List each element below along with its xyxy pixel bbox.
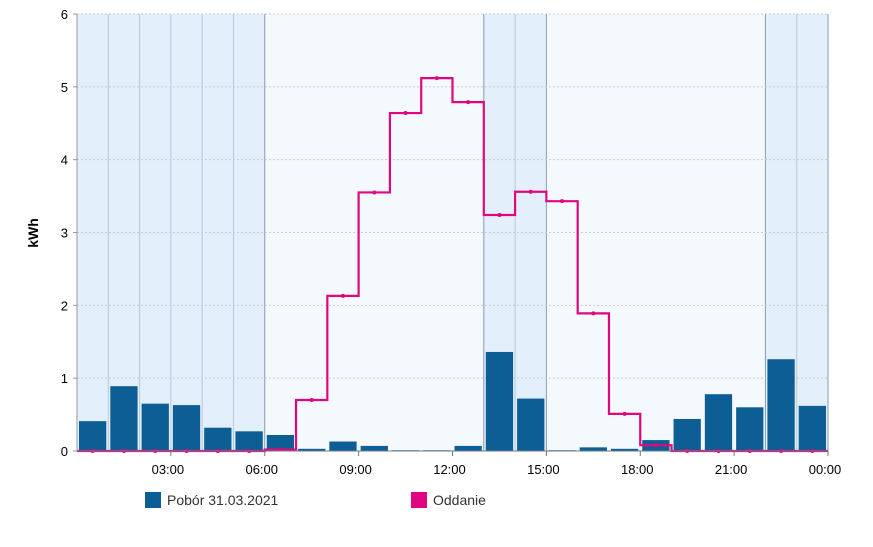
bar-hour-7	[266, 434, 295, 451]
x-tick-label-1800: 18:00	[621, 462, 654, 477]
oddanie-point-hour-12	[434, 76, 439, 81]
grid-lines	[77, 13, 828, 451]
y-tick-label-3: 3	[61, 226, 68, 241]
y-tick-label-6: 6	[61, 7, 68, 22]
bar-hour-21	[704, 394, 733, 451]
bar-hour-18	[610, 448, 639, 451]
oddanie-point-hour-14	[497, 213, 502, 218]
bar-hour-4	[172, 405, 201, 451]
bar-hour-13	[454, 445, 482, 451]
x-tick-label-1200: 12:00	[433, 462, 466, 477]
y-axis-label: kWh	[25, 218, 41, 248]
y-tick-label-0: 0	[61, 444, 68, 459]
legend-swatch-oddanie	[411, 492, 427, 508]
oddanie-point-hour-17	[591, 311, 596, 316]
oddanie-point-hour-19	[653, 443, 658, 448]
y-tick-label-5: 5	[61, 80, 68, 95]
y-tick-label-2: 2	[61, 298, 68, 313]
x-tick-label-0600: 06:00	[245, 462, 278, 477]
oddanie-point-hour-15	[528, 189, 533, 194]
bar-hour-2	[110, 386, 138, 451]
bar-hour-14	[485, 351, 514, 451]
bars-pobor	[79, 351, 826, 452]
bar-hour-8	[298, 448, 326, 451]
oddanie-point-hour-13	[466, 100, 471, 105]
bar-hour-3	[141, 403, 169, 451]
bar-hour-20	[673, 418, 701, 451]
oddanie-point-hour-9	[340, 293, 345, 298]
oddanie-point-hour-16	[560, 199, 565, 204]
bar-hour-15	[517, 398, 545, 451]
oddanie-point-hour-18	[622, 411, 627, 416]
y-tick-label-4: 4	[61, 153, 68, 168]
bar-hour-22	[736, 407, 764, 451]
oddanie-point-hour-8	[309, 398, 314, 403]
legend-item-pobor[interactable]: Pobór 31.03.2021	[145, 488, 278, 512]
oddanie-point-hour-10	[372, 190, 377, 195]
legend-label-oddanie: Oddanie	[433, 492, 486, 508]
x-tick-label-0300: 03:00	[152, 462, 185, 477]
bar-hour-23	[767, 359, 795, 451]
y-tick-labels: 0 1 2 3 4 5 6	[61, 7, 77, 459]
oddanie-point-hour-11	[403, 111, 408, 116]
bar-hour-24	[798, 405, 826, 451]
bar-hour-10	[360, 445, 388, 451]
bar-hour-9	[329, 441, 357, 451]
bar-hour-6	[235, 431, 263, 451]
legend-item-oddanie[interactable]: Oddanie	[411, 488, 486, 512]
x-tick-label-0900: 09:00	[339, 462, 372, 477]
y-tick-label-1: 1	[61, 371, 68, 386]
bar-hour-1	[79, 421, 107, 451]
bar-hour-5	[204, 427, 232, 451]
x-tick-label-2100: 21:00	[715, 462, 748, 477]
x-tick-label-1500: 15:00	[527, 462, 560, 477]
legend-label-pobor: Pobór 31.03.2021	[167, 492, 279, 508]
x-tick-label-0000: 00:00	[809, 462, 842, 477]
legend-swatch-pobor	[145, 492, 161, 508]
bar-hour-17	[579, 447, 607, 451]
x-tick-labels: 03:00 06:00 09:00 12:00 15:00 18:00 21:00 00:00	[152, 451, 842, 477]
